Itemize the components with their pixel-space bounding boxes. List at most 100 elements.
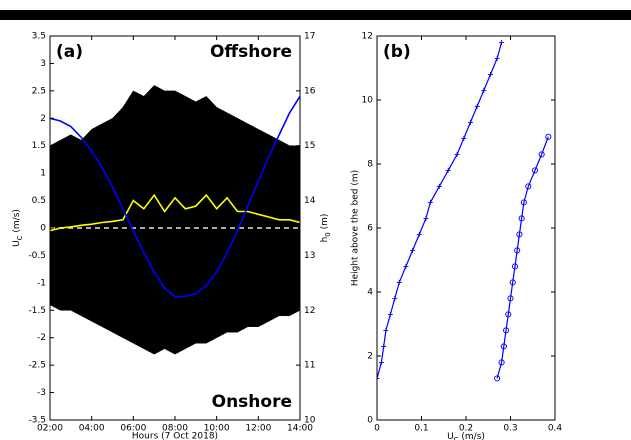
marker [525,183,532,190]
y2-tick-label: 16 [304,86,316,96]
marker [509,279,516,286]
x-tick-label: 08:00 [162,424,188,434]
y-tick-label: 2.5 [32,86,46,96]
marker [487,71,493,77]
x-tick-label: 0.4 [548,424,563,434]
marker [494,375,501,382]
y2-axis-label: h0 (m) [320,214,333,243]
marker [518,215,525,222]
panel-label: (b) [383,42,411,62]
x-tick-label: 04:00 [79,424,105,434]
x-tick-label: 0 [374,424,380,434]
y-tick-label: 8 [367,160,373,170]
y2-tick-label: 12 [304,306,315,316]
axes-box [376,35,556,421]
marker [461,135,467,141]
x-tick-label: 10:00 [204,424,230,434]
marker [416,231,422,237]
x-tick-label: 0.1 [414,424,428,434]
marker [531,167,539,174]
x-tick-label: 06:00 [120,424,146,434]
marker [538,151,545,158]
y-tick-label: 0 [367,416,373,426]
x-tick-label: 0.2 [459,424,473,434]
marker [378,359,384,365]
marker [498,359,505,366]
marker [403,263,409,269]
x-tick-label: 0.3 [503,424,517,434]
marker [454,151,460,157]
marker [502,327,510,334]
marker [381,343,387,349]
x-tick-label: 12:00 [245,424,271,434]
y-tick-label: -1 [37,278,46,288]
x-axis-label: UC (m/s) [447,432,485,440]
y-tick-label: 1.5 [32,141,46,151]
y-tick-label: 1 [40,169,46,179]
y2-tick-label: 10 [304,416,316,426]
top-bar [0,10,631,20]
signal-envelope [50,227,300,355]
marker [507,295,514,302]
y-tick-label: 2 [40,114,46,124]
y2-tick-label: 11 [304,361,315,371]
x-tick-label: 02:00 [37,424,63,434]
y-axis-label: UC (m/s) [12,209,25,247]
y-tick-label: 2 [367,352,373,362]
series-line [50,95,300,298]
marker [505,311,512,318]
marker [481,87,487,93]
plot-area [377,39,552,382]
y-tick-label: 3.5 [32,32,46,42]
y-tick-label: 0.5 [32,196,46,206]
plot-area [50,85,300,355]
marker [427,199,433,205]
y-tick-label: 0 [40,224,46,234]
marker [500,343,507,350]
annotation: Onshore [212,392,292,412]
y-tick-label: 6 [367,224,373,234]
marker [516,231,523,238]
marker [474,103,480,109]
y-axis-label: Height above the bed (m) [351,170,361,286]
marker [436,183,442,189]
annotation: Offshore [210,42,292,62]
y-tick-label: -1.5 [28,306,46,316]
y2-tick-label: 14 [304,196,316,206]
x-axis-label: Hours (7 Oct 2018) [132,432,218,440]
panel-label: (a) [56,42,83,62]
marker [511,263,519,270]
series-line [50,193,300,232]
y-tick-label: -0.5 [28,251,46,261]
marker [392,295,398,301]
marker [514,247,521,254]
y2-tick-label: 13 [304,251,315,261]
y-tick-label: -2 [37,333,46,343]
marker [545,133,552,140]
series-line [496,136,549,379]
y-tick-label: -3.5 [28,416,46,426]
marker [377,375,380,381]
marker [387,311,393,317]
y2-tick-label: 17 [304,32,315,42]
marker [410,247,416,253]
y-tick-label: 10 [362,96,374,106]
marker [494,55,500,61]
y-tick-label: -2.5 [28,361,46,371]
y-tick-label: 4 [367,288,373,298]
signal-envelope [50,85,300,229]
series-line [377,42,503,379]
marker [467,119,473,125]
marker [383,327,389,333]
marker [423,215,429,221]
marker [445,167,451,173]
marker [499,39,505,45]
y-tick-label: 3 [40,59,46,69]
marker [520,199,527,206]
marker [396,279,402,285]
y-tick-label: -3 [37,388,46,398]
x-tick-label: 14:00 [287,424,313,434]
y2-tick-label: 15 [304,141,315,151]
